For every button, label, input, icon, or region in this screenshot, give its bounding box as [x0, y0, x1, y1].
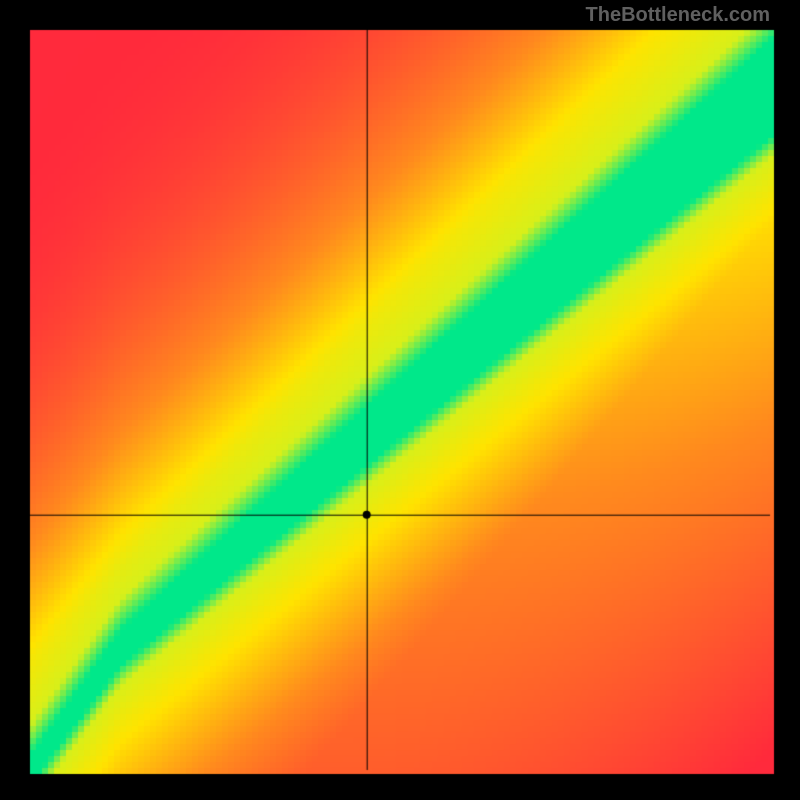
bottleneck-heatmap-canvas [0, 0, 800, 800]
watermark-text: TheBottleneck.com [586, 4, 770, 27]
chart-container: TheBottleneck.com [0, 0, 800, 800]
